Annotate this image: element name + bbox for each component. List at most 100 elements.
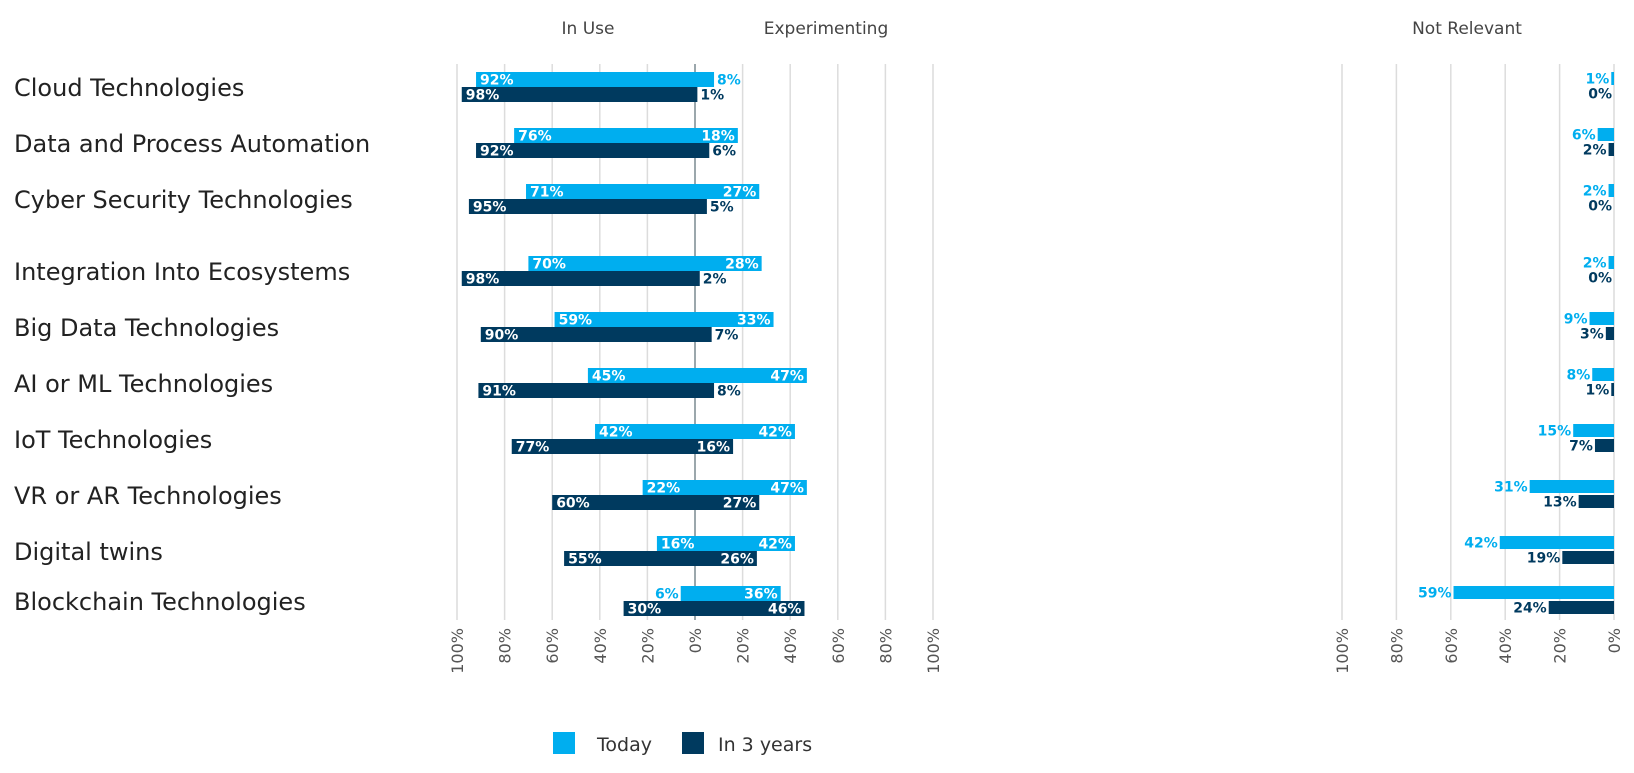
data-label: 28% <box>725 257 759 273</box>
data-label: 13% <box>1543 495 1577 511</box>
bar-not-relevant <box>1573 424 1614 437</box>
bar-experimenting <box>695 551 757 566</box>
category-label: Data and Process Automation <box>14 130 370 158</box>
tick-label: 80% <box>1387 628 1406 664</box>
bar-not-relevant <box>1562 551 1614 564</box>
tick-label: 40% <box>591 628 610 664</box>
bar-experimenting <box>695 586 781 601</box>
data-label: 55% <box>568 552 602 568</box>
category-label: Digital twins <box>14 538 163 566</box>
tick-label: 60% <box>1442 628 1461 664</box>
data-label: 95% <box>473 200 507 216</box>
axis-ticks: 100% 80% 60% 40% 20% 0% 20% 40% 60% 80% 100% 100% 80… <box>448 628 1624 674</box>
bar-in-use <box>514 128 695 143</box>
data-label: 59% <box>559 313 593 329</box>
data-label: 36% <box>744 587 778 603</box>
data-label: 24% <box>1513 601 1547 617</box>
data-label: 42% <box>1464 536 1498 552</box>
header-experimenting: Experimenting <box>764 19 889 39</box>
bar-in-use <box>528 256 695 271</box>
legend: Today In 3 years <box>553 732 812 756</box>
tick-label: 60% <box>829 628 848 664</box>
bar-not-relevant <box>1453 586 1614 599</box>
bar-in-use <box>623 601 695 616</box>
data-label: 45% <box>592 369 626 385</box>
data-label: 77% <box>516 440 550 456</box>
bar-in-use <box>461 271 695 286</box>
data-label: 98% <box>466 272 500 288</box>
data-label: 71% <box>530 185 564 201</box>
bar-not-relevant <box>1608 143 1614 156</box>
tick-label: 20% <box>734 628 753 664</box>
bar-experimenting <box>695 601 805 616</box>
bar-in-use <box>478 383 695 398</box>
data-label: 1% <box>1585 383 1609 399</box>
tick-label: 20% <box>638 628 657 664</box>
tick-label: 80% <box>876 628 895 664</box>
bar-not-relevant <box>1499 536 1614 549</box>
bar-experimenting <box>695 271 700 286</box>
data-label: 42% <box>758 537 792 553</box>
data-label: 92% <box>480 73 514 89</box>
bar-not-relevant <box>1608 256 1614 269</box>
bar-experimenting <box>695 383 715 398</box>
bar-experimenting <box>695 87 698 102</box>
category-label: AI or ML Technologies <box>14 370 273 398</box>
data-label: 59% <box>1418 586 1452 602</box>
tick-label: 0% <box>686 628 705 653</box>
bar-not-relevant <box>1608 184 1614 197</box>
bar-experimenting <box>695 312 774 327</box>
data-label: 3% <box>1580 327 1604 343</box>
bar-experimenting <box>695 256 762 271</box>
bar-experimenting <box>695 72 715 87</box>
bar-not-relevant <box>1589 312 1614 325</box>
bar-in-use <box>642 480 695 495</box>
category-label: Integration Into Ecosystems <box>14 258 350 286</box>
data-label: 42% <box>599 425 633 441</box>
bar-in-use <box>476 72 695 87</box>
data-label: 92% <box>480 144 514 160</box>
bar-in-use <box>480 327 695 342</box>
bar-not-relevant <box>1592 368 1614 381</box>
data-label: 8% <box>717 73 741 89</box>
bar-experimenting <box>695 143 710 158</box>
bar-experimenting <box>695 536 795 551</box>
bar-experimenting <box>695 199 707 214</box>
header-in-use: In Use <box>562 19 615 39</box>
data-label: 9% <box>1564 312 1588 328</box>
data-label: 27% <box>723 185 757 201</box>
data-label: 30% <box>628 602 662 618</box>
tick-label: 100% <box>448 628 467 674</box>
data-label: 70% <box>532 257 566 273</box>
category-label: Big Data Technologies <box>14 314 279 342</box>
bar-not-relevant <box>1611 383 1614 396</box>
data-label: 1% <box>1585 72 1609 88</box>
data-label: 47% <box>770 481 804 497</box>
bar-experimenting <box>695 327 712 342</box>
data-label: 0% <box>1588 271 1612 287</box>
bar-experimenting <box>695 439 734 454</box>
legend-swatch-in-3-years <box>682 732 704 754</box>
tick-label: 20% <box>1551 628 1570 664</box>
tick-label: 0% <box>1605 628 1624 653</box>
category-label: IoT Technologies <box>14 426 212 454</box>
bar-in-use <box>656 536 695 551</box>
legend-label-today: Today <box>596 734 652 756</box>
data-label: 98% <box>466 88 500 104</box>
data-label: 46% <box>768 602 802 618</box>
data-label: 33% <box>737 313 771 329</box>
category-label: Cyber Security Technologies <box>14 186 353 214</box>
bar-not-relevant <box>1611 72 1614 85</box>
data-label: 31% <box>1494 480 1528 496</box>
data-label: 6% <box>712 144 736 160</box>
data-label: 1% <box>700 88 724 104</box>
bar-in-use <box>476 143 695 158</box>
data-label: 8% <box>717 384 741 400</box>
data-label: 60% <box>556 496 590 512</box>
bars <box>461 72 1614 616</box>
bar-in-use <box>468 199 695 214</box>
data-label: 0% <box>1588 87 1612 103</box>
data-label: 7% <box>1569 439 1593 455</box>
bar-experimenting <box>695 128 738 143</box>
